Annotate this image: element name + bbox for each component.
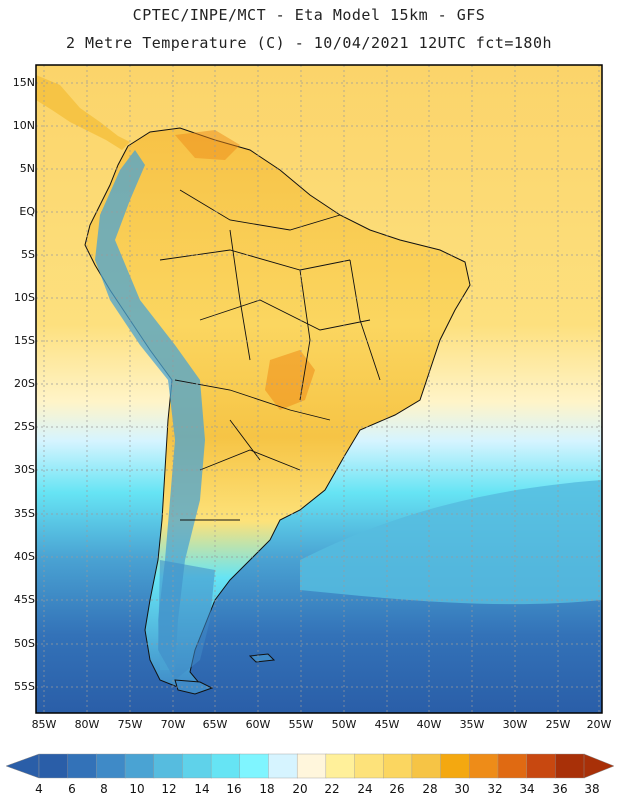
colorbar-label: 26 bbox=[389, 782, 405, 796]
southern-cone-cool bbox=[158, 560, 215, 680]
colorbar-left-arrow bbox=[5, 753, 40, 779]
colorbar-swatch bbox=[440, 753, 470, 779]
colorbar-swatch bbox=[124, 753, 155, 779]
colorbar-label: 8 bbox=[100, 782, 108, 796]
map-frame bbox=[35, 64, 603, 714]
colorbar-swatch bbox=[383, 753, 413, 779]
lon-label: 70W bbox=[160, 718, 186, 731]
lat-label: 30S bbox=[14, 463, 35, 476]
border-lines bbox=[159, 189, 381, 521]
lon-label: 55W bbox=[288, 718, 314, 731]
lon-label: 20W bbox=[586, 718, 612, 731]
central-america-land bbox=[36, 75, 130, 150]
lat-label: 15S bbox=[14, 334, 35, 347]
grid-lines bbox=[36, 65, 602, 713]
colorbar-swatch bbox=[268, 753, 298, 779]
colorbar-swatch bbox=[354, 753, 384, 779]
venezuela-hot-spot bbox=[175, 130, 240, 160]
lon-label: 40W bbox=[416, 718, 442, 731]
lon-label: 85W bbox=[31, 718, 57, 731]
title-line-1: CPTEC/INPE/MCT - Eta Model 15km - GFS bbox=[132, 6, 486, 24]
colorbar-swatch bbox=[182, 753, 212, 779]
lon-label: 35W bbox=[459, 718, 485, 731]
pantanal-hot-spot bbox=[265, 350, 315, 410]
lat-label: 10S bbox=[14, 291, 35, 304]
colorbar-label: 22 bbox=[324, 782, 340, 796]
colorbar-swatch bbox=[526, 753, 557, 779]
lat-label: 25S bbox=[14, 420, 35, 433]
colorbar-swatch bbox=[469, 753, 499, 779]
lon-label: 80W bbox=[74, 718, 100, 731]
lon-label: 30W bbox=[502, 718, 528, 731]
colorbar bbox=[5, 753, 615, 779]
lat-label: 10N bbox=[12, 119, 35, 132]
lat-label: 5S bbox=[21, 248, 35, 261]
colorbar-swatch bbox=[38, 753, 69, 779]
lat-label: 20S bbox=[14, 377, 35, 390]
colorbar-label: 34 bbox=[519, 782, 535, 796]
colorbar-swatch bbox=[497, 753, 528, 779]
lat-label: 5N bbox=[19, 162, 35, 175]
south-atlantic-cool-band bbox=[300, 480, 602, 605]
lon-label: 65W bbox=[202, 718, 228, 731]
colorbar-label: 38 bbox=[584, 782, 600, 796]
lon-label: 60W bbox=[245, 718, 271, 731]
colorbar-swatch bbox=[296, 753, 327, 779]
colorbar-label: 6 bbox=[68, 782, 76, 796]
lon-label: 75W bbox=[117, 718, 143, 731]
colorbar-swatch bbox=[411, 753, 442, 779]
colorbar-label: 16 bbox=[226, 782, 242, 796]
lat-label: 45S bbox=[14, 593, 35, 606]
lon-label: 50W bbox=[331, 718, 357, 731]
colorbar-swatch bbox=[239, 753, 270, 779]
colorbar-label: 24 bbox=[357, 782, 373, 796]
falkland-islands bbox=[248, 653, 276, 663]
lat-label: EQ bbox=[19, 205, 35, 218]
colorbar-label: 32 bbox=[487, 782, 503, 796]
lat-label: 55S bbox=[14, 680, 35, 693]
andes-cold-band bbox=[95, 150, 205, 670]
colorbar-swatch bbox=[555, 753, 585, 779]
colorbar-label: 10 bbox=[129, 782, 145, 796]
colorbar-label: 20 bbox=[292, 782, 308, 796]
colorbar-label: 18 bbox=[259, 782, 275, 796]
colorbar-label: 4 bbox=[35, 782, 43, 796]
lat-label: 50S bbox=[14, 637, 35, 650]
colorbar-swatch bbox=[67, 753, 98, 779]
colorbar-swatch bbox=[325, 753, 356, 779]
tierra-del-fuego bbox=[174, 679, 214, 695]
lon-label: 45W bbox=[374, 718, 400, 731]
colorbar-label: 30 bbox=[454, 782, 470, 796]
colorbar-label: 14 bbox=[194, 782, 210, 796]
lat-label: 15N bbox=[12, 76, 35, 89]
colorbar-label: 28 bbox=[422, 782, 438, 796]
lon-label: 25W bbox=[545, 718, 571, 731]
lat-label: 40S bbox=[14, 550, 35, 563]
lat-label: 35S bbox=[14, 507, 35, 520]
colorbar-label: 36 bbox=[552, 782, 568, 796]
colorbar-swatch bbox=[96, 753, 126, 779]
colorbar-right-arrow bbox=[583, 753, 615, 779]
colorbar-swatch bbox=[210, 753, 241, 779]
title-line-2: 2 Metre Temperature (C) - 10/04/2021 12U… bbox=[65, 34, 553, 52]
colorbar-swatch bbox=[153, 753, 184, 779]
colorbar-label: 12 bbox=[161, 782, 177, 796]
